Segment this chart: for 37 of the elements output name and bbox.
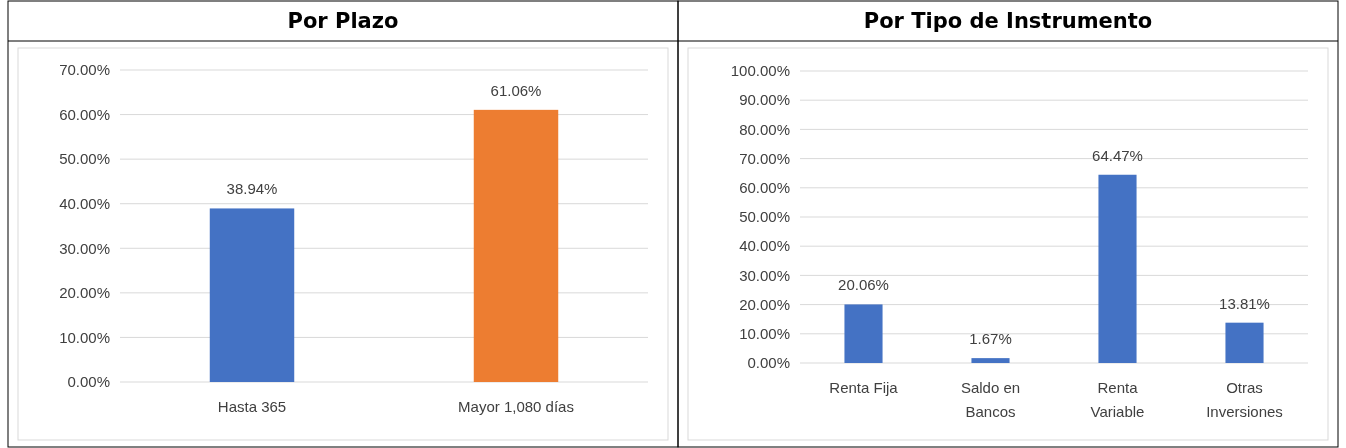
x-tick-label: Hasta 365 [217,398,287,415]
y-tick-label: 30.00% [59,239,110,257]
bar [971,358,1010,363]
y-tick-label: 10.00% [59,328,110,346]
data-label: 38.94% [226,180,278,198]
x-tick-label: Renta Variable [1090,379,1145,420]
bar [844,304,883,363]
chart-title: Por Tipo de Instrumento [863,9,1153,33]
y-tick-label: 90.00% [739,91,790,109]
chart-title: Por Plazo [287,9,399,33]
data-label: 1.67% [969,330,1012,348]
y-tick-label: 70.00% [59,61,110,79]
x-tick-label: Otras Inversiones [1206,379,1283,420]
y-tick-label: 100.00% [730,62,790,80]
y-tick-label: 0.00% [747,354,790,372]
y-tick-label: 30.00% [739,266,790,284]
data-label: 61.06% [490,81,542,99]
y-tick-label: 40.00% [59,194,110,212]
y-tick-label: 0.00% [67,373,110,391]
y-tick-label: 50.00% [739,208,790,226]
y-tick-label: 80.00% [739,120,790,138]
x-tick-label: Mayor 1,080 días [458,398,574,415]
data-label: 13.81% [1219,294,1270,312]
y-tick-label: 40.00% [739,237,790,255]
y-tick-label: 10.00% [739,325,790,343]
y-tick-label: 20.00% [59,284,110,302]
bar [1098,174,1137,363]
data-label: 64.47% [1092,146,1143,164]
y-tick-label: 60.00% [59,105,110,123]
data-label: 20.06% [838,276,889,294]
y-tick-label: 60.00% [739,179,790,197]
y-tick-label: 50.00% [59,150,110,168]
y-tick-label: 70.00% [739,149,790,167]
y-tick-label: 20.00% [739,295,790,313]
bar [1225,322,1264,363]
x-tick-label: Saldo en Bancos [960,379,1021,420]
x-tick-label: Renta Fija [829,379,899,396]
